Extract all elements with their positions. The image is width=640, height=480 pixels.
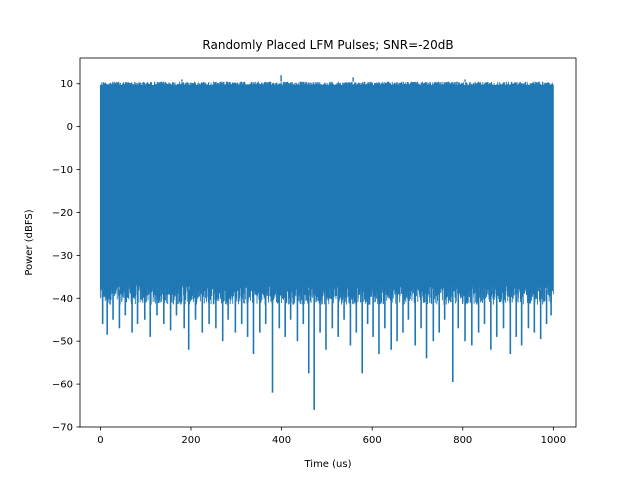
y-tick-label: 0	[67, 122, 73, 133]
chart-title: Randomly Placed LFM Pulses; SNR=-20dB	[202, 38, 453, 52]
x-tick-label: 600	[363, 435, 382, 446]
axes-frame	[79, 57, 577, 428]
y-tick-label: −10	[52, 165, 73, 176]
y-tick-label: −40	[52, 294, 73, 305]
x-tick-label: 0	[97, 435, 103, 446]
y-tick-label: −30	[52, 251, 73, 262]
y-axis-label: Power (dBFS)	[24, 209, 35, 275]
x-tick-label: 200	[181, 435, 200, 446]
y-tick-label: 10	[60, 79, 73, 90]
plot-area	[99, 75, 554, 410]
axis-ticks: 0 200 400 600 800 1000 −70 −60 −50 −40 −30 −20 −10 0 1…	[52, 79, 566, 446]
y-tick-label: −20	[52, 208, 73, 219]
x-axis-label: Time (us)	[303, 459, 351, 470]
y-tick-label: −50	[52, 337, 73, 348]
y-tick-label: −60	[52, 380, 73, 391]
x-tick-label: 800	[453, 435, 472, 446]
y-tick-label: −70	[52, 423, 73, 434]
series-line	[99, 81, 554, 305]
x-tick-label: 1000	[541, 435, 566, 446]
x-tick-label: 400	[272, 435, 291, 446]
